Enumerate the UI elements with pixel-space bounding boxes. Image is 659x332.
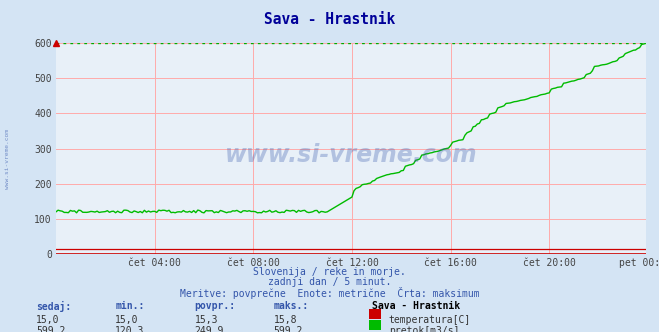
Text: www.si-vreme.com: www.si-vreme.com xyxy=(5,129,11,189)
Text: povpr.:: povpr.: xyxy=(194,301,235,311)
Text: pretok[m3/s]: pretok[m3/s] xyxy=(389,326,459,332)
Text: min.:: min.: xyxy=(115,301,145,311)
Text: 15,8: 15,8 xyxy=(273,315,297,325)
Text: Meritve: povprečne  Enote: metrične  Črta: maksimum: Meritve: povprečne Enote: metrične Črta:… xyxy=(180,287,479,299)
Text: 120,3: 120,3 xyxy=(115,326,145,332)
Text: temperatura[C]: temperatura[C] xyxy=(389,315,471,325)
Text: 249,9: 249,9 xyxy=(194,326,224,332)
Text: www.si-vreme.com: www.si-vreme.com xyxy=(225,143,477,167)
Text: Slovenija / reke in morje.: Slovenija / reke in morje. xyxy=(253,267,406,277)
Text: sedaj:: sedaj: xyxy=(36,301,71,312)
Text: 599,2: 599,2 xyxy=(36,326,66,332)
Text: maks.:: maks.: xyxy=(273,301,308,311)
Text: Sava - Hrastnik: Sava - Hrastnik xyxy=(264,12,395,27)
Text: 599,2: 599,2 xyxy=(273,326,303,332)
Text: 15,3: 15,3 xyxy=(194,315,218,325)
Text: Sava - Hrastnik: Sava - Hrastnik xyxy=(372,301,461,311)
Text: 15,0: 15,0 xyxy=(115,315,139,325)
Text: zadnji dan / 5 minut.: zadnji dan / 5 minut. xyxy=(268,277,391,287)
Text: 15,0: 15,0 xyxy=(36,315,60,325)
